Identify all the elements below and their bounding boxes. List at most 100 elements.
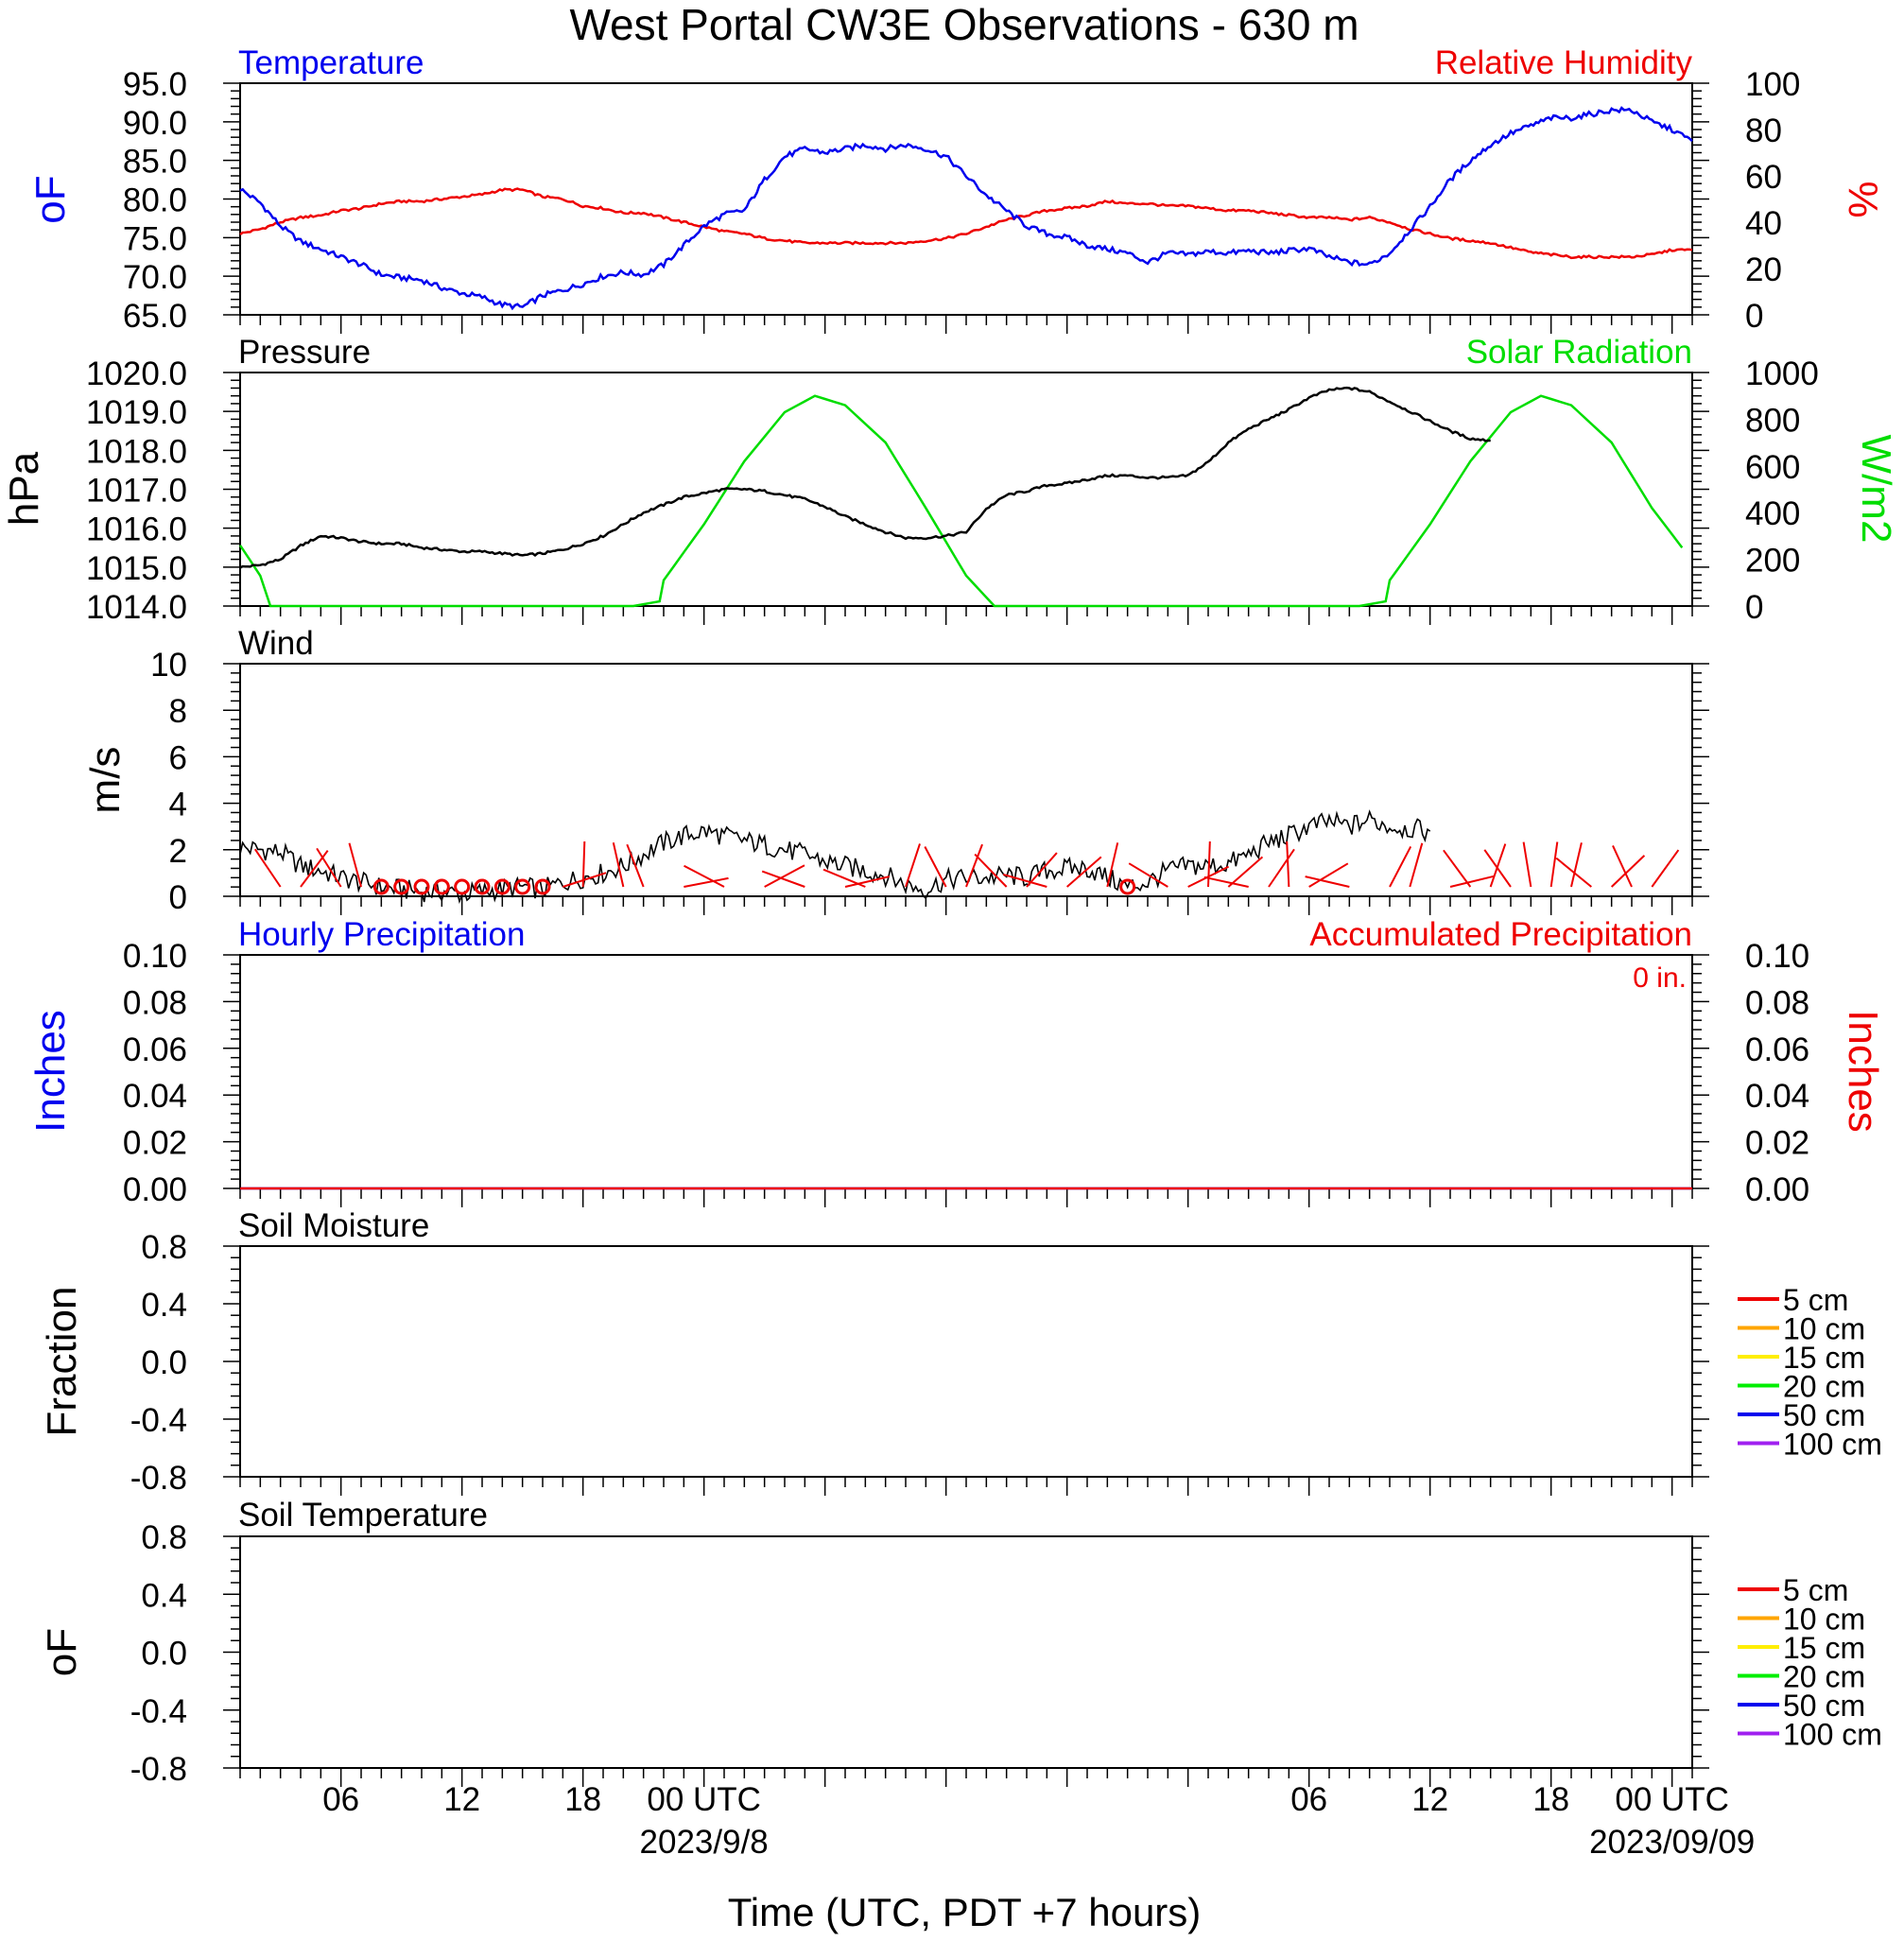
x-tick-label: 12 [443, 1781, 480, 1818]
right-tick-label: 20 [1745, 251, 1782, 288]
legend-label: 15 cm [1783, 1341, 1865, 1375]
wind-barb [1651, 849, 1680, 888]
wind-barb [563, 872, 607, 888]
wind-barb [1002, 873, 1047, 888]
legend-label: 5 cm [1783, 1573, 1848, 1607]
left-tick-label: 0.10 [123, 938, 187, 975]
x-axis-labels: 06 12 18 00 UTC 2023/9/8 06 12 18 00 UTC 2023/09/… [322, 1781, 1755, 1861]
wind-barb [822, 868, 866, 888]
wind-barb [1409, 842, 1424, 888]
wind-barb [844, 875, 890, 888]
panel-precip: 0.10 0.08 0.06 0.04 0.02 0.00 0.10 0.08 0.06 0.04… [27, 916, 1886, 1208]
left-tick-label: 0.00 [123, 1171, 187, 1208]
wind-barb [1549, 841, 1559, 888]
right-tick-label: 0.00 [1745, 1171, 1809, 1208]
right-tick-label: 200 [1745, 543, 1800, 580]
wind-calm-marker [413, 878, 430, 895]
left-tick-label: 70.0 [123, 259, 187, 296]
left-tick-label: 0.4 [141, 1287, 187, 1324]
left-tick-label: 0.08 [123, 984, 187, 1021]
x-tick-date: 2023/09/09 [1589, 1824, 1755, 1861]
right-tick-label: 0.02 [1745, 1125, 1809, 1162]
legend-label: 5 cm [1783, 1283, 1848, 1317]
wind-calm-marker [493, 878, 511, 895]
wind-barb [1227, 856, 1264, 888]
right-tick-label: 0.10 [1745, 938, 1809, 975]
x-tick-label: 18 [1532, 1781, 1569, 1818]
right-tick-label: 100 [1745, 66, 1800, 103]
left-tick-label: 4 [169, 787, 187, 823]
legend-label: 20 cm [1783, 1660, 1865, 1694]
left-tick-label: 0.06 [123, 1031, 187, 1068]
right-tick-label: 0.06 [1745, 1031, 1809, 1068]
wind-calm-marker [393, 878, 410, 895]
left-tick-label: 8 [169, 693, 187, 730]
wind-barb [612, 841, 625, 888]
wind-barb [1203, 875, 1249, 888]
right-tick-label: 0.04 [1745, 1078, 1809, 1115]
wind-barb [1570, 842, 1583, 888]
legend-label: 50 cm [1783, 1689, 1865, 1723]
wind-calm-marker [534, 878, 551, 895]
temperature-unit: oF [27, 175, 74, 223]
wind-calm-marker [372, 878, 389, 895]
left-tick-label: 10 [150, 647, 187, 684]
left-tick-label: 95.0 [123, 66, 187, 103]
legend-label: 20 cm [1783, 1370, 1865, 1404]
temperature-title: Temperature [238, 44, 424, 81]
wind-barb [684, 876, 729, 888]
wind-barb [253, 848, 282, 888]
wind-barb [1522, 841, 1532, 888]
wind-barb [1106, 842, 1119, 888]
wind-barb [965, 843, 983, 888]
right-tick-label: 40 [1745, 205, 1782, 242]
left-tick-label: 0.8 [141, 1229, 187, 1266]
pressure-series [239, 386, 1491, 569]
wind-barb [316, 847, 342, 888]
left-tick-label: 1015.0 [86, 550, 187, 587]
left-tick-label: 0.4 [141, 1577, 187, 1614]
wind-barb [1066, 856, 1102, 888]
pressure-title: Pressure [238, 334, 371, 371]
wind-barb [1443, 849, 1472, 888]
left-tick-label: 85.0 [123, 144, 187, 181]
wind-barb [1286, 841, 1290, 888]
left-tick-label: -0.4 [130, 1693, 187, 1730]
x-tick-label: 06 [1290, 1781, 1327, 1818]
legend-label: 10 cm [1783, 1603, 1865, 1637]
accum-precip-title: Accumulated Precipitation [1309, 916, 1692, 953]
panel-pressure_solar: 1020.01019.01018.01017.01016.01015.01014… [1, 334, 1899, 626]
solar-title: Solar Radiation [1466, 334, 1692, 371]
legend-label: 10 cm [1783, 1312, 1865, 1346]
wind-calm-marker [454, 878, 471, 895]
solar-unit: W/m2 [1853, 435, 1899, 544]
panels: 95.090.085.080.075.070.065.0100806040200… [1, 44, 1899, 1861]
x-tick-label: 00 UTC [1615, 1781, 1729, 1818]
wind-barb [1128, 862, 1168, 888]
left-tick-label: 1016.0 [86, 511, 187, 548]
wind-barb [1026, 852, 1058, 888]
wind-barb [1489, 843, 1507, 888]
wind-barb [764, 864, 805, 888]
right-tick-label: 1000 [1745, 355, 1819, 392]
wind-barb [761, 870, 805, 888]
pressure-unit: hPa [1, 451, 47, 526]
wind-barb [1610, 855, 1646, 888]
panel-soil_moisture: 0.8 0.4 0.0 -0.4 -0.8 Soil Moisture Fraction 5 … [39, 1207, 1882, 1497]
right-tick-label: 0 [1745, 589, 1763, 626]
right-tick-label: 80 [1745, 113, 1782, 149]
wind-barb [348, 842, 362, 888]
left-tick-label: 65.0 [123, 298, 187, 335]
left-tick-label: 1014.0 [86, 589, 187, 626]
right-tick-label: 400 [1745, 495, 1800, 532]
hourly-precip-unit: Inches [27, 1010, 74, 1133]
wind-calm-marker [474, 878, 491, 895]
accum-precip-unit: Inches [1840, 1010, 1886, 1133]
left-tick-label: 1019.0 [86, 394, 187, 431]
rh-series [239, 187, 1693, 260]
wind-barb [1483, 849, 1512, 888]
wind-calm-marker [433, 878, 450, 895]
right-tick-label: 600 [1745, 449, 1800, 486]
left-tick-label: 0 [169, 879, 187, 916]
